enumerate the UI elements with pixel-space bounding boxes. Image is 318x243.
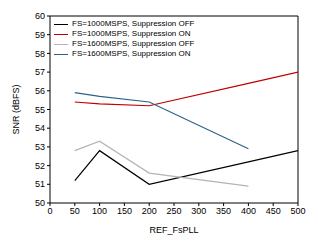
- svg-text:REF_FsPLL: REF_FsPLL: [149, 225, 198, 235]
- svg-text:56: 56: [35, 86, 45, 96]
- svg-text:51: 51: [35, 179, 45, 189]
- svg-text:500: 500: [290, 206, 305, 216]
- svg-text:250: 250: [166, 206, 181, 216]
- svg-text:50: 50: [70, 206, 80, 216]
- svg-text:SNR (dBFS): SNR (dBFS): [11, 84, 21, 134]
- svg-text:60: 60: [35, 11, 45, 21]
- svg-text:52: 52: [35, 161, 45, 171]
- svg-text:57: 57: [35, 67, 45, 77]
- svg-text:59: 59: [35, 30, 45, 40]
- html-text:FS=1000MSPS, Suppression OFF: FS=1000MSPS, Suppression OFF: [72, 19, 195, 28]
- html-text:FS=1600MSPS, Suppression OFF: FS=1600MSPS, Suppression OFF: [72, 39, 195, 48]
- svg-text:200: 200: [142, 206, 157, 216]
- html-text:FS=1600MSPS, Suppression ON: FS=1600MSPS, Suppression ON: [72, 49, 191, 58]
- svg-text:53: 53: [35, 142, 45, 152]
- svg-text:300: 300: [191, 206, 206, 216]
- svg-text:350: 350: [216, 206, 231, 216]
- svg-text:54: 54: [35, 123, 45, 133]
- svg-text:150: 150: [117, 206, 132, 216]
- svg-text:400: 400: [241, 206, 256, 216]
- html-text:FS=1000MSPS, Suppression ON: FS=1000MSPS, Suppression ON: [72, 29, 191, 38]
- svg-text:450: 450: [266, 206, 281, 216]
- svg-text:58: 58: [35, 49, 45, 59]
- svg-text:0: 0: [47, 206, 52, 216]
- svg-text:50: 50: [35, 198, 45, 208]
- svg-text:100: 100: [92, 206, 107, 216]
- svg-text:55: 55: [35, 105, 45, 115]
